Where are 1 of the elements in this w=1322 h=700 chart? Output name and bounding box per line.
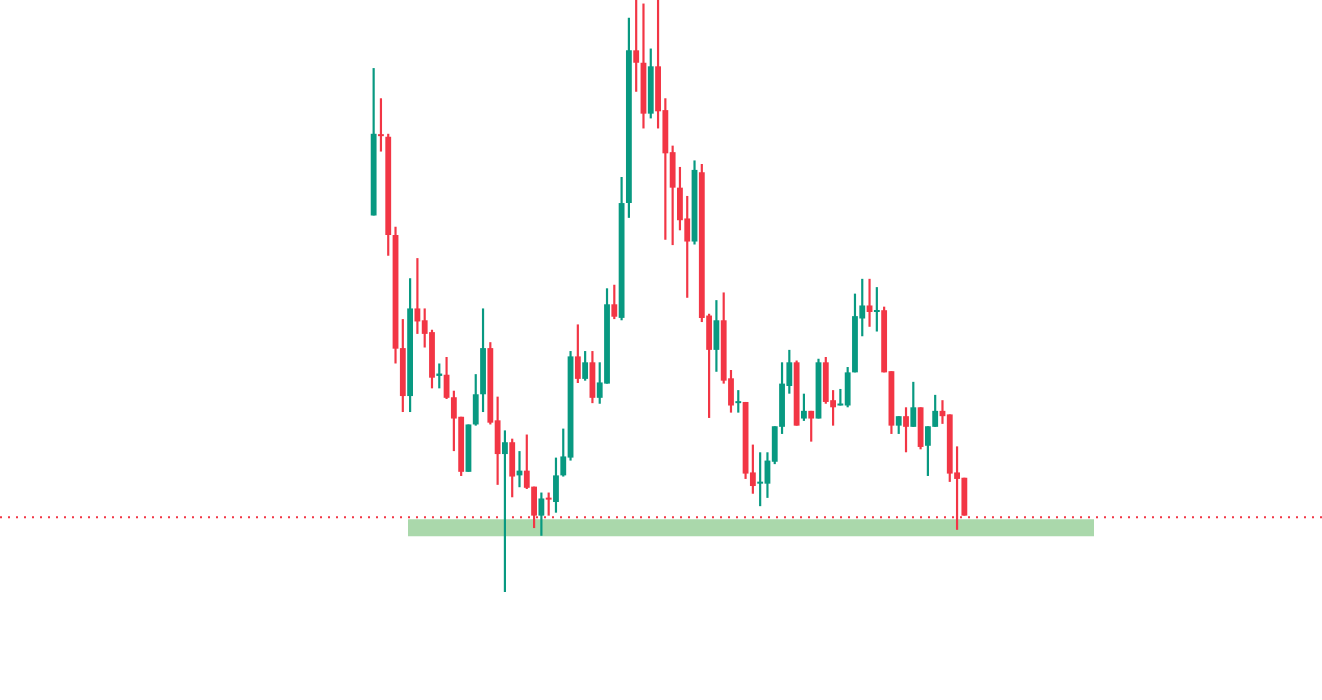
candlestick <box>866 278 873 327</box>
